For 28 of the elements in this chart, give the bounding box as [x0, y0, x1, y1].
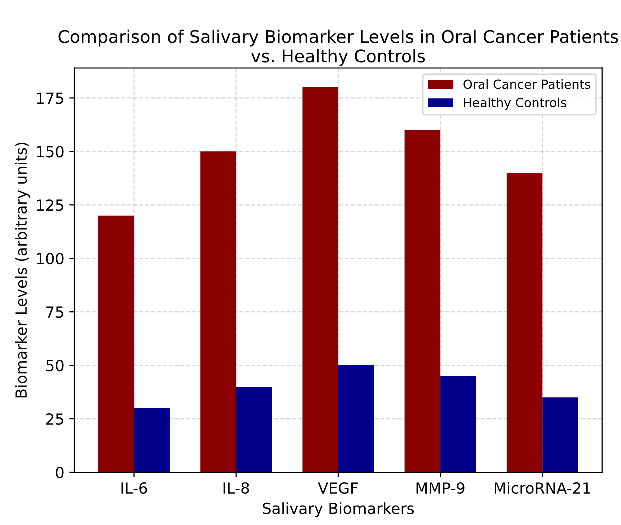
bar	[404, 130, 441, 472]
bar	[134, 408, 170, 472]
y-tick-label: 75	[46, 306, 64, 318]
legend-label: Oral Cancer Patients	[464, 80, 591, 90]
y-tick-label: 150	[37, 146, 64, 158]
bar	[98, 216, 134, 472]
y-axis-title: Biomarker Levels (arbitrary units)	[15, 142, 30, 398]
y-tick-label: 125	[37, 200, 64, 212]
bar	[506, 173, 543, 472]
legend-label: Healthy Controls	[464, 98, 567, 110]
y-tick-label: 175	[37, 92, 64, 104]
x-tick-label: IL-6	[122, 482, 148, 494]
x-tick-label: MMP-9	[416, 482, 465, 494]
x-tick-label: MicroRNA-21	[495, 482, 590, 494]
bar	[200, 152, 236, 472]
x-tick-label: VEGF	[318, 482, 358, 494]
bar	[338, 366, 374, 472]
y-tick-label: 50	[46, 360, 64, 372]
y-tick-label: 25	[46, 413, 64, 426]
x-tick-label: IL-8	[224, 482, 250, 494]
chart-title: Comparison of Salivary Biomarker Levels in Oral Cancer Patients vs. Healthy Controls	[58, 30, 618, 66]
bar	[236, 386, 272, 472]
y-tick-label: 0	[56, 466, 64, 479]
x-axis-title: Salivary Biomarkers	[263, 502, 414, 518]
bar	[542, 398, 578, 472]
y-tick-label: 100	[37, 253, 64, 265]
bar	[302, 88, 338, 472]
bar	[440, 376, 476, 472]
